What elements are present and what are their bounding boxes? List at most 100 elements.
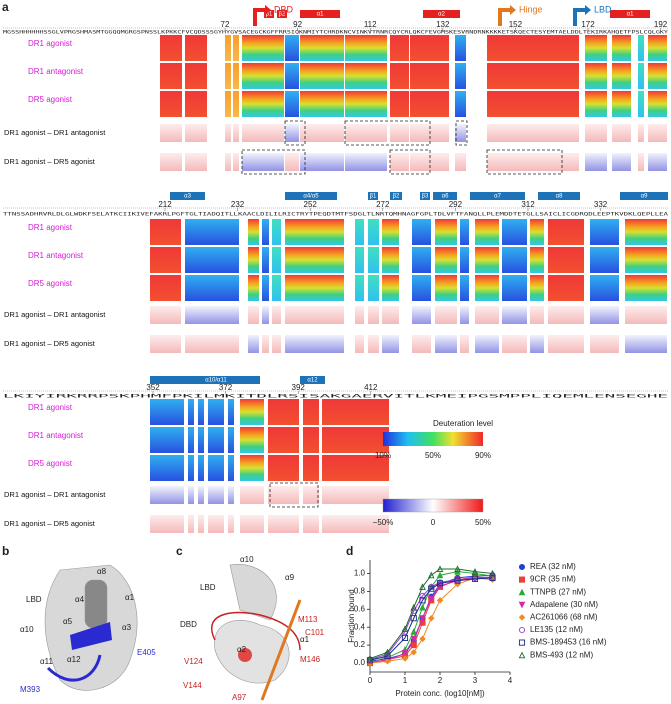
heatmap-block — [435, 219, 457, 245]
heatmap-block — [188, 486, 194, 504]
heatmap-block — [460, 335, 469, 353]
domain-arrowhead — [510, 5, 516, 15]
heatmap-block — [638, 124, 644, 142]
marker — [454, 565, 461, 573]
heatmap-block — [648, 91, 667, 117]
helix-bar — [620, 192, 668, 200]
heatmap-block — [272, 335, 281, 353]
marker — [366, 654, 374, 662]
heatmap-block — [638, 63, 644, 89]
heatmap-block — [208, 455, 224, 481]
marker — [401, 625, 409, 633]
helix-label: β1 — [266, 12, 273, 18]
marker — [384, 648, 391, 656]
heatmap-block — [262, 275, 269, 301]
row-label: DR1 agonist – DR5 agonist — [4, 519, 96, 528]
residue-number: 152 — [509, 20, 523, 29]
heatmap-block — [285, 247, 344, 273]
highlight-box — [486, 149, 563, 175]
heatmap-block — [502, 247, 527, 273]
heatmap-block — [612, 91, 631, 117]
panel-letter: c — [176, 544, 183, 558]
residue-label: A97 — [232, 693, 247, 702]
legend-label: REA (32 nM) — [530, 562, 576, 571]
heatmap-block — [410, 91, 449, 117]
residue-number: 132 — [436, 20, 450, 29]
heatmap-block — [228, 455, 234, 481]
residue-number: 92 — [293, 20, 302, 29]
marker — [419, 615, 426, 622]
heatmap-block — [150, 455, 184, 481]
legend-marker — [518, 626, 526, 634]
marker — [419, 597, 426, 604]
heatmap-block — [590, 335, 619, 353]
heatmap-block — [198, 486, 204, 504]
helix-label: β1 — [370, 194, 377, 200]
heatmap-block — [300, 153, 344, 171]
legend-marker — [518, 614, 526, 621]
heatmap-block — [390, 63, 409, 89]
heatmap-block — [300, 63, 344, 89]
legend-marker — [518, 588, 526, 596]
series-line — [369, 571, 493, 660]
colorbar — [382, 498, 484, 513]
heatmap-block — [648, 35, 667, 61]
heatmap-block — [300, 91, 344, 117]
heatmap-block — [285, 153, 299, 171]
heatmap-block — [625, 219, 667, 245]
marker — [427, 571, 435, 579]
marker — [471, 568, 479, 575]
heatmap-block — [150, 275, 181, 301]
heatmap-block — [345, 35, 387, 61]
heatmap-block — [185, 91, 207, 117]
heatmap-block — [240, 486, 264, 504]
heatmap-block — [268, 515, 299, 533]
marker — [428, 615, 435, 622]
heatmap-block — [355, 219, 364, 245]
heatmap-block — [590, 306, 619, 324]
legend-label: BMS-493 (12 nM) — [530, 650, 593, 659]
row-label: DR1 agonist – DR5 agonist — [4, 157, 96, 166]
heatmap-block — [242, 153, 284, 171]
heatmap-block — [487, 63, 579, 89]
row-label: DR1 antagonist — [28, 431, 84, 440]
heatmap-block — [368, 219, 379, 245]
panel-letter: a — [2, 0, 9, 14]
marker — [436, 565, 444, 573]
heatmap-block — [412, 335, 431, 353]
heatmap-block — [322, 486, 389, 504]
heatmap-block — [345, 63, 387, 89]
helix-label: α1 — [317, 12, 324, 18]
heatmap-block — [368, 275, 379, 301]
legend-marker — [518, 601, 526, 609]
row-label: DR1 antagonist — [28, 251, 84, 260]
residue-number: 272 — [376, 200, 390, 209]
heatmap-block — [225, 63, 231, 89]
row-label: DR1 agonist – DR1 antagonist — [4, 490, 106, 499]
helix-bar — [470, 192, 525, 200]
heatmap-block — [185, 335, 239, 353]
heatmap-block — [240, 455, 264, 481]
helix-bar — [300, 376, 325, 384]
row-label: DR1 agonist — [28, 223, 73, 232]
heatmap-block — [160, 35, 182, 61]
heatmap-block — [300, 35, 344, 61]
heatmap-block — [460, 247, 469, 273]
residue-number: 232 — [231, 200, 245, 209]
heatmap-block — [530, 335, 544, 353]
heatmap-block — [150, 427, 184, 453]
residue-number: 352 — [146, 383, 160, 392]
heatmap-block — [548, 306, 584, 324]
marker — [454, 577, 461, 584]
heatmap-block — [382, 335, 399, 353]
residue-number: 212 — [158, 200, 172, 209]
heatmap-block — [228, 427, 234, 453]
colorbar-label: 0 — [431, 518, 436, 527]
heatmap-block — [625, 335, 667, 353]
heatmap-block — [272, 219, 281, 245]
heatmap-block — [548, 275, 584, 301]
heatmap-block — [208, 427, 224, 453]
heatmap-block — [382, 275, 399, 301]
structure-label: α10 — [240, 555, 254, 564]
heatmap-block — [625, 247, 667, 273]
